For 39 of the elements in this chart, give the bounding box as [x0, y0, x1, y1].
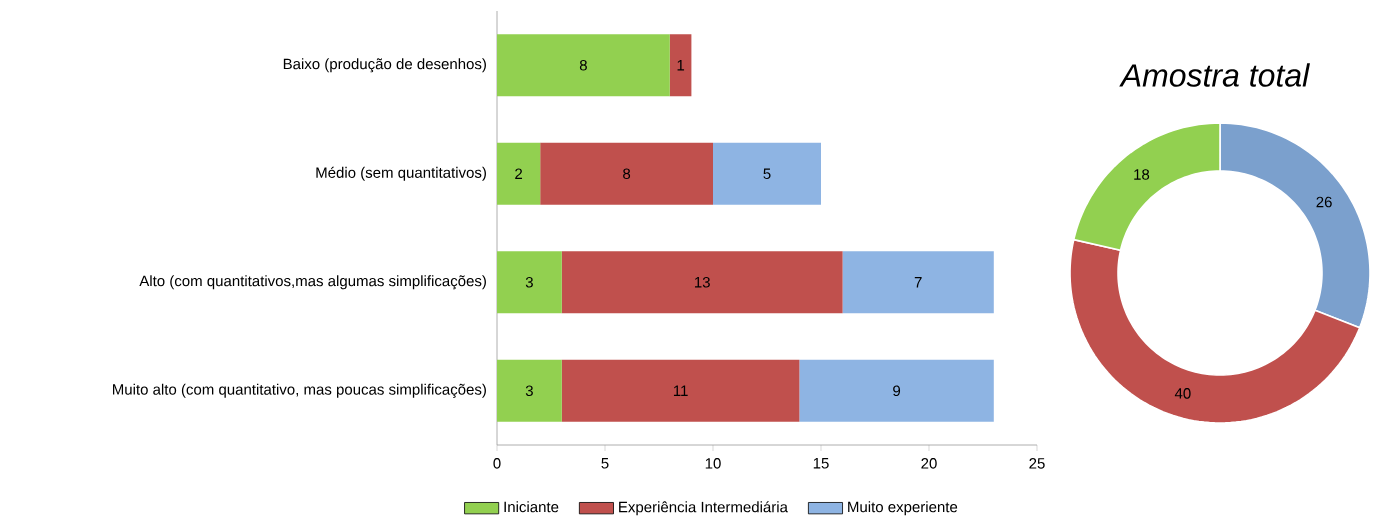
x-tick-label: 25 [1029, 458, 1045, 469]
data-label: 3 [525, 276, 533, 288]
legend-label: Iniciante [504, 501, 559, 513]
x-tick-label: 0 [493, 458, 501, 469]
bar [799, 359, 994, 422]
x-tick-label: 10 [705, 458, 721, 469]
y-tick-label: Baixo (produção de desenhos) [283, 58, 486, 73]
data-label: 9 [893, 385, 901, 397]
data-label: 40 [1174, 388, 1191, 399]
bar [561, 359, 800, 422]
y-tick-label: Muito alto (com quantitativo, mas poucas simplificações) [113, 383, 486, 398]
data-label: 5 [763, 168, 771, 179]
bar [842, 251, 994, 314]
bar [713, 142, 821, 205]
data-label: 7 [914, 277, 922, 288]
bar [669, 34, 692, 97]
legend-label: Muito experiente [848, 501, 958, 516]
bar [540, 142, 713, 205]
data-label: 26 [1316, 196, 1332, 208]
x-tick-label: 15 [813, 458, 829, 469]
legend-label: Experiência Intermediária [619, 501, 788, 516]
bar [561, 251, 843, 314]
bar [497, 359, 562, 422]
data-label: 1 [677, 60, 685, 71]
data-label: 8 [623, 168, 631, 180]
data-label: 18 [1134, 169, 1150, 180]
data-label: 13 [694, 276, 710, 288]
x-tick-label: 20 [921, 458, 937, 469]
bar [497, 251, 562, 314]
x-tick-label: 5 [601, 458, 609, 469]
y-tick-label: Alto (com quantitativos,mas algumas simplificações) [139, 275, 486, 290]
data-label: 3 [525, 385, 533, 397]
chart-title: Amostra total [1119, 63, 1310, 87]
data-label: 11 [673, 385, 688, 396]
data-label: 2 [515, 168, 523, 179]
bar [497, 142, 541, 205]
bar [497, 34, 670, 97]
y-tick-label: Médio (sem quantitativos) [316, 166, 486, 181]
data-label: 8 [579, 59, 587, 71]
